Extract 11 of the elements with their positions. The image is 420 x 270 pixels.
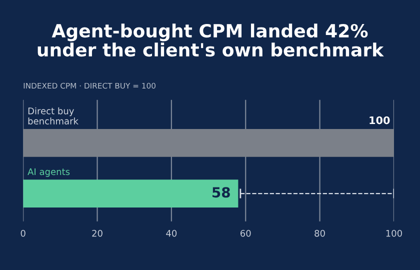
- x-tick-label: 100: [386, 230, 402, 237]
- x-tick-label: 0: [20, 230, 26, 237]
- x-tick-label: 80: [314, 230, 325, 237]
- x-tick-label: 20: [92, 230, 102, 237]
- data-label: 58: [212, 187, 230, 198]
- y-tick-label: Direct buy benchmark: [28, 107, 78, 124]
- x-tick-label: 40: [166, 230, 177, 237]
- y-tick-label: AI agents: [28, 168, 70, 177]
- x-tick-label: 60: [240, 230, 251, 237]
- chart-title: Agent-bought CPM landed 42% under the client's own benchmark: [38, 24, 384, 57]
- data-label: 100: [370, 116, 390, 124]
